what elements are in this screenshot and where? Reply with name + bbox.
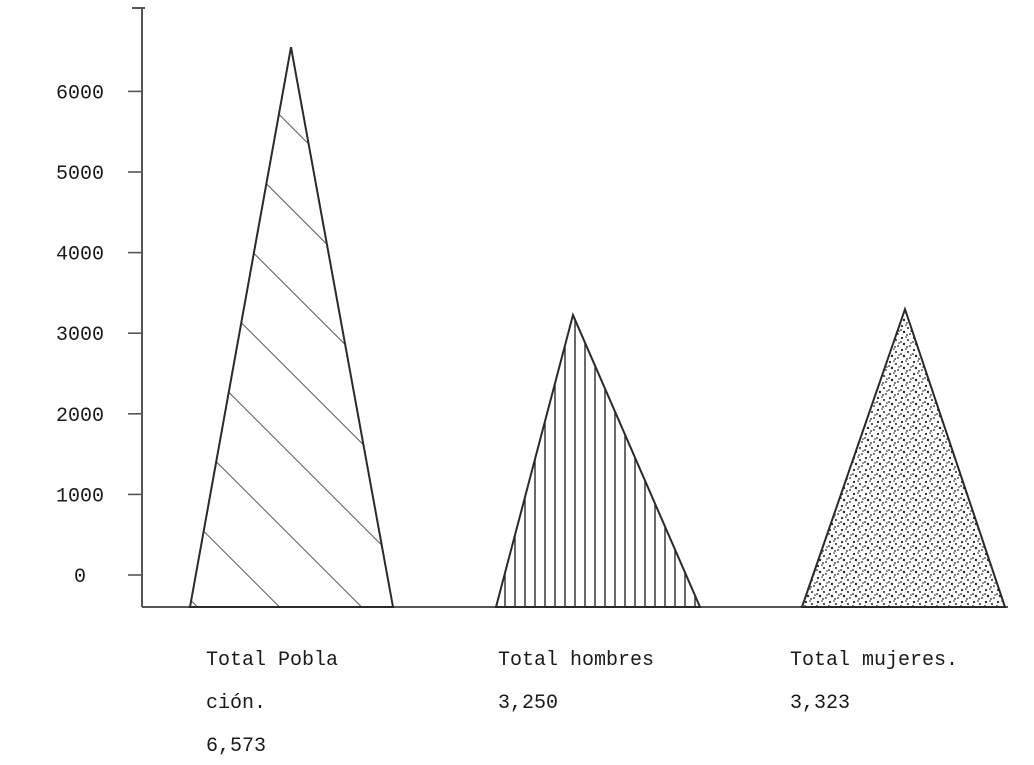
triangle-bar (494, 312, 702, 608)
triangle-bar (188, 47, 395, 608)
y-tick-label: 0 (74, 566, 86, 589)
x-category-label: 3,323 (790, 692, 850, 715)
y-tick-label: 4000 (56, 244, 104, 267)
bars (188, 47, 1007, 608)
y-ticks: 0 1000 2000 3000 4000 5000 6000 (56, 82, 142, 589)
y-tick-label: 1000 (56, 485, 104, 508)
x-category-label: Total Pobla (206, 649, 338, 672)
y-tick-label: 5000 (56, 163, 104, 186)
x-category-label: Total mujeres. (790, 649, 958, 672)
x-category-label: Total hombres (498, 649, 654, 672)
y-tick-label: 3000 (56, 324, 104, 347)
y-tick-label: 6000 (56, 82, 104, 105)
triangle-bar (800, 306, 1007, 608)
y-tick-label: 2000 (56, 405, 104, 428)
x-category-label: 6,573 (206, 735, 266, 758)
x-labels: Total Pobla ción. 6,573 Total hombres 3,250 T… (206, 649, 958, 758)
x-category-label: 3,250 (498, 692, 558, 715)
x-category-label: ción. (206, 692, 266, 715)
